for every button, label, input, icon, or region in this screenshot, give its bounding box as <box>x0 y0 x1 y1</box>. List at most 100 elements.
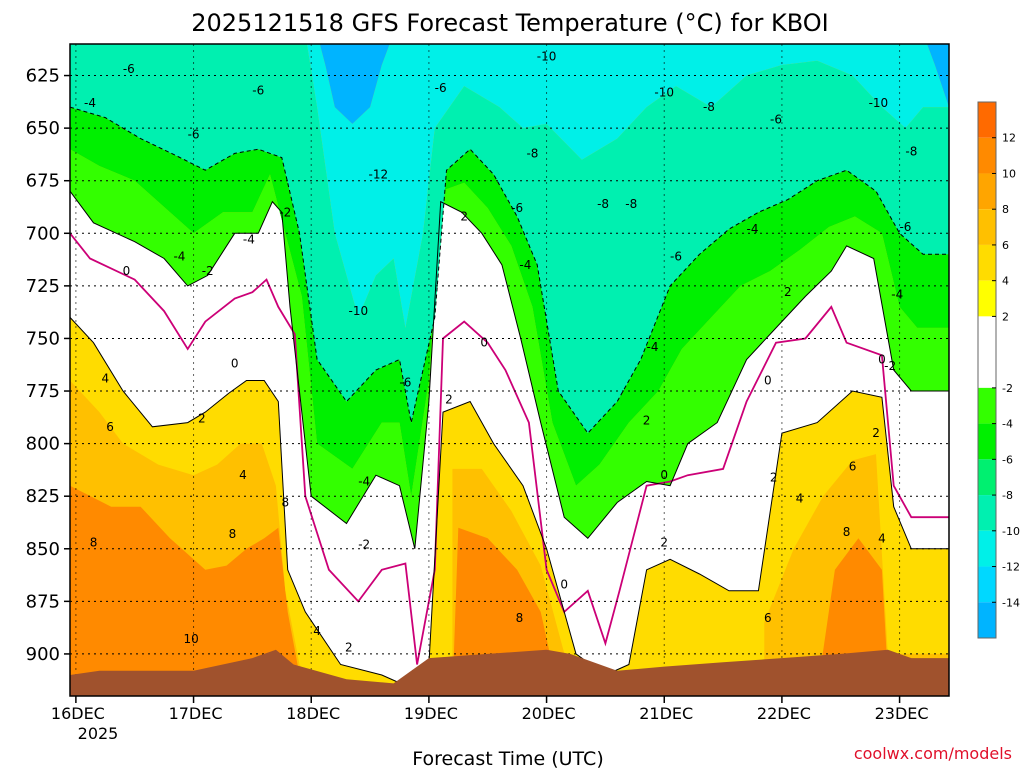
colorbar-swatch <box>978 495 996 531</box>
contour-label: 2 <box>345 641 353 655</box>
colorbar-tick-label: -4 <box>1002 418 1013 431</box>
contour-label: -4 <box>358 474 370 488</box>
contour-label: 0 <box>764 374 772 388</box>
contour-label: 2 <box>770 470 778 484</box>
x-tick-label: 16DEC <box>51 704 105 723</box>
contour-label: -4 <box>243 233 255 247</box>
contour-label: 6 <box>764 611 772 625</box>
contour-label: -4 <box>891 287 903 301</box>
contour-label: 8 <box>229 527 237 541</box>
y-tick-label: 625 <box>26 66 60 87</box>
contour-label: 0 <box>231 357 239 371</box>
y-tick-label: 700 <box>26 223 60 244</box>
colorbar-tick-label: -14 <box>1002 596 1020 609</box>
plot-frame <box>69 43 950 697</box>
contour-label: 6 <box>106 420 114 434</box>
contour-label: 2 <box>460 209 468 223</box>
contour-label: -6 <box>899 220 911 234</box>
colorbar-swatch <box>978 173 996 210</box>
fill-band-minus6to-4 <box>70 107 949 497</box>
contour-labels: -4-6-6-6-4-2-4-200462488810-10-12-6-4-24… <box>84 50 917 682</box>
x-tick-label: 23DEC <box>875 704 929 723</box>
x-tick-label: 20DEC <box>522 704 576 723</box>
fill-band-minus2to2 <box>70 191 949 686</box>
colorbar-swatch <box>978 602 996 638</box>
contour-label: -10 <box>537 50 557 64</box>
colorbar-tick-label: 10 <box>1002 167 1016 180</box>
contour-label: -6 <box>511 201 523 215</box>
colorbar-tick-label: 4 <box>1002 275 1009 288</box>
y-axis: 625 650 675 700 725 750 775 800 825 850 875 900 <box>26 66 70 665</box>
contour-line-minus6 <box>70 106 949 434</box>
contour-label: 4 <box>313 624 321 638</box>
x-tick-label: 19DEC <box>404 704 458 723</box>
terrain-fill <box>70 649 949 696</box>
contour-label: 8 <box>516 611 524 625</box>
contour-label: -10 <box>348 304 368 318</box>
contour-label: 0 <box>123 264 131 278</box>
contour-label: -8 <box>625 197 637 211</box>
x-tick-label: 21DEC <box>639 704 693 723</box>
colorbar-tick-label: -2 <box>1002 382 1013 395</box>
contour-label: 8 <box>282 496 290 510</box>
fill-band-minus14to-10 <box>306 44 949 328</box>
y-tick-label: 825 <box>26 486 60 507</box>
y-tick-label: 675 <box>26 171 60 192</box>
contour-label: 4 <box>796 491 804 505</box>
colorbar-swatch <box>978 244 996 281</box>
contour-label: 2 <box>198 411 206 425</box>
contour-label: -4 <box>519 258 531 272</box>
contour-label: -6 <box>670 249 682 263</box>
y-tick-label: 750 <box>26 328 60 349</box>
contour-label: 0 <box>560 578 568 592</box>
contour-line-minus2 <box>70 190 949 549</box>
contour-label: -10 <box>654 85 674 99</box>
fill-band-minus10to-6 <box>70 44 949 434</box>
colorbar-swatch <box>978 530 996 567</box>
colorbar-tick-label: 8 <box>1002 203 1009 216</box>
x-axis: 16DEC 17DEC 18DEC 19DEC 20DEC 21DEC 22DEC 23DEC <box>51 696 929 723</box>
contour-label: -8 <box>703 100 715 114</box>
contour-label: 0 <box>660 468 668 482</box>
contour-label: -2 <box>358 538 370 552</box>
contour-line-2 <box>70 317 949 687</box>
colorbar-frame <box>977 101 997 639</box>
contour-label: -4 <box>84 96 96 110</box>
fill-band-warm-8to12 <box>70 485 949 696</box>
contour-label: 4 <box>878 531 886 545</box>
contour-label: 0 <box>878 352 886 366</box>
colorbar-tick-label: 2 <box>1002 310 1009 323</box>
contour-label: -4 <box>747 222 759 236</box>
contour-label: -12 <box>368 167 388 181</box>
contour-label: 8 <box>90 535 98 549</box>
fill-band-minus16to-14 <box>319 44 949 124</box>
colorbar-swatch <box>978 209 996 245</box>
colorbar-tick-label: 12 <box>1002 132 1016 145</box>
contour-label: -4 <box>646 340 658 354</box>
x-tick-label: 18DEC <box>286 704 340 723</box>
y-tick-label: 900 <box>26 644 60 665</box>
colorbar-swatch <box>978 102 996 138</box>
contour-label: 10 <box>184 632 199 646</box>
contour-label: 6 <box>849 460 857 474</box>
colorbar-swatch <box>978 280 996 317</box>
contour-label: 2 <box>872 426 880 440</box>
y-tick-label: 800 <box>26 434 60 455</box>
contour-label: 2 <box>784 285 792 299</box>
colorbar: 12 10 8 6 4 2 -2 -4 -6 -8 -10 -12 -14 <box>977 101 1020 639</box>
contour-label: 4 <box>101 371 109 385</box>
plot-area: -4-6-6-6-4-2-4-200462488810-10-12-6-4-24… <box>70 44 949 696</box>
contour-label: -6 <box>188 127 200 141</box>
colorbar-tick-label: -8 <box>1002 489 1013 502</box>
contour-label: -2 <box>884 359 896 373</box>
x-axis-title: Forecast Time (UTC) <box>412 748 603 768</box>
contour-label: -6 <box>770 113 782 127</box>
contour-label: -6 <box>435 81 447 95</box>
source-credit: coolwx.com/models <box>854 744 1012 763</box>
contour-label: -2 <box>202 264 214 278</box>
colorbar-tick-label: -6 <box>1002 453 1013 466</box>
contour-label: -10 <box>869 96 889 110</box>
colorbar-tick-label: -12 <box>1002 561 1020 574</box>
contour-label: -6 <box>252 83 264 97</box>
